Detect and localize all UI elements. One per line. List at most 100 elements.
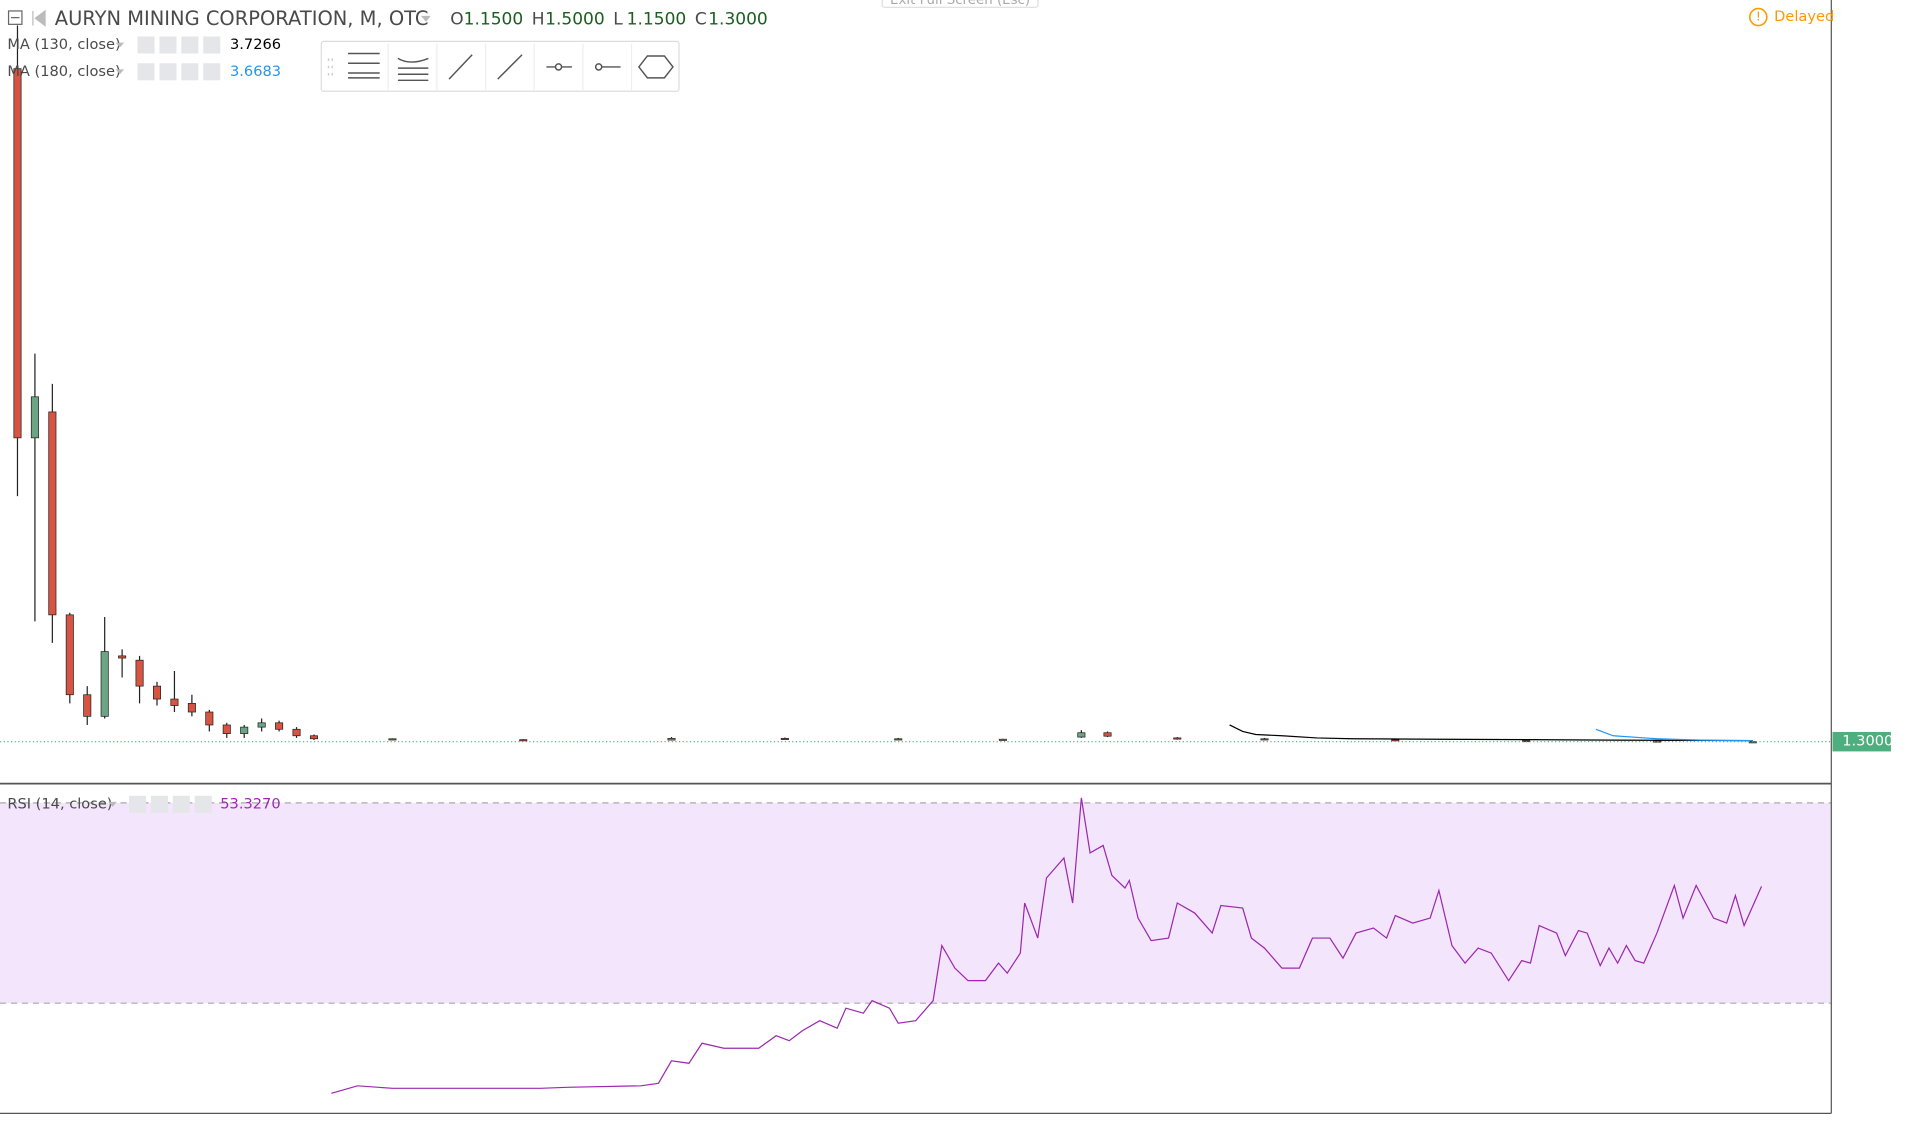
ohlc-key: L (613, 9, 623, 29)
legend-button (194, 795, 212, 813)
candle (519, 739, 528, 742)
axes-layer: 1.3000 (1832, 731, 1893, 752)
ohlc-value: 1.1500 (464, 9, 524, 29)
candle-body (1652, 740, 1661, 743)
candle-body (48, 411, 57, 616)
legend-button (203, 36, 221, 54)
candle-body (257, 722, 266, 728)
rsi-band-layer (0, 802, 1832, 1004)
candle-body (667, 737, 676, 741)
candle-body (135, 659, 144, 687)
candle-body (13, 68, 22, 439)
candle-body (1103, 732, 1112, 737)
legend-button (159, 36, 177, 54)
moving-average-line (1229, 724, 1753, 742)
candle (1173, 737, 1182, 740)
legend-button (172, 795, 190, 813)
candle-body (780, 737, 789, 740)
candle (83, 686, 92, 725)
delayed-icon (1748, 7, 1768, 27)
candle (667, 737, 676, 741)
candle-body (1260, 738, 1269, 741)
candle-body (240, 726, 249, 734)
candle (48, 383, 57, 643)
ohlc-value: 1.1500 (627, 9, 687, 29)
toolbar-box (320, 40, 680, 92)
candle (309, 734, 318, 741)
ohlc-key: O (450, 9, 463, 29)
candle (1077, 730, 1086, 738)
fullscreen-hint[interactable]: Exit Full Screen (Esc) (890, 0, 1030, 8)
candle-body (1077, 732, 1086, 738)
collapse-icon[interactable] (7, 10, 23, 25)
legend-dropdown (115, 69, 125, 75)
candle-body (309, 735, 318, 740)
legend-button (137, 63, 155, 81)
ohlc-key: H (532, 9, 545, 29)
candle-body (100, 651, 109, 717)
tool-ray[interactable] (497, 54, 523, 80)
rsi-pane (331, 797, 1763, 1094)
rsi-line (331, 797, 1763, 1094)
symbol-dropdown[interactable] (421, 15, 431, 22)
candle (275, 720, 284, 732)
candle (998, 738, 1007, 741)
candle (257, 718, 266, 732)
candle-body (894, 738, 903, 741)
ma-legend-value: 3.6683 (230, 63, 281, 80)
moving-average-line (1595, 728, 1753, 742)
candle (152, 681, 162, 706)
candle-body (275, 722, 284, 730)
candle-body (152, 685, 162, 700)
delayed-icon-mark: ! (1756, 10, 1761, 24)
candle (118, 649, 127, 678)
candle-body (292, 728, 301, 737)
candle-body (118, 655, 127, 659)
candle (65, 612, 74, 704)
tool-trend-line[interactable] (448, 54, 473, 80)
last-price-label: 1.3000 (1842, 733, 1893, 750)
ma-legend-name: MA (180, close) (7, 63, 120, 80)
legend-button (150, 795, 168, 813)
candle-body (998, 738, 1007, 741)
candle-body (205, 711, 214, 726)
candle (13, 25, 22, 497)
candle (222, 722, 231, 738)
fullscreen-hint-box[interactable] (881, 0, 1039, 8)
ohlc-legend: O 1.1500 H 1.5000 L 1.1500 C 1.3000 (450, 9, 768, 29)
drawing-toolbar (320, 40, 680, 92)
candle (1260, 737, 1269, 741)
candle (187, 694, 196, 717)
legend-dropdown (108, 801, 117, 807)
ma-legend-name: MA (130, close) (7, 36, 120, 53)
legend-button (137, 36, 155, 54)
rsi-legend-name: RSI (14, close) (7, 795, 112, 812)
ohlc-value: 1.3000 (708, 9, 768, 29)
candle-body (1391, 739, 1400, 742)
legend-button (181, 36, 199, 54)
candle-body (388, 738, 397, 741)
candle (240, 724, 249, 738)
candle (780, 737, 789, 740)
tool-pitchfork[interactable] (348, 52, 380, 79)
indicator-legends: MA (130, close) 3.7266 MA (180, close) 3.66… (7, 36, 281, 813)
candle-body (222, 724, 231, 734)
legend-button (129, 795, 147, 813)
ma-legend-value: 3.7266 (230, 36, 281, 53)
tool-shape[interactable] (637, 55, 674, 79)
candle (135, 655, 144, 704)
candle (30, 353, 39, 622)
tool-fib[interactable] (397, 57, 429, 82)
rsi-legend-value: 53.3270 (220, 795, 280, 812)
last-price-tag (1832, 731, 1891, 752)
ohlc-key: C (695, 9, 707, 29)
candle (388, 738, 397, 741)
candle-body (83, 694, 92, 717)
candle (170, 670, 179, 713)
candle (205, 709, 214, 732)
candle-body (30, 396, 39, 439)
flag-icon[interactable] (32, 9, 46, 27)
symbol-title[interactable]: AURYN MINING CORPORATION, M, OTC (55, 7, 429, 30)
